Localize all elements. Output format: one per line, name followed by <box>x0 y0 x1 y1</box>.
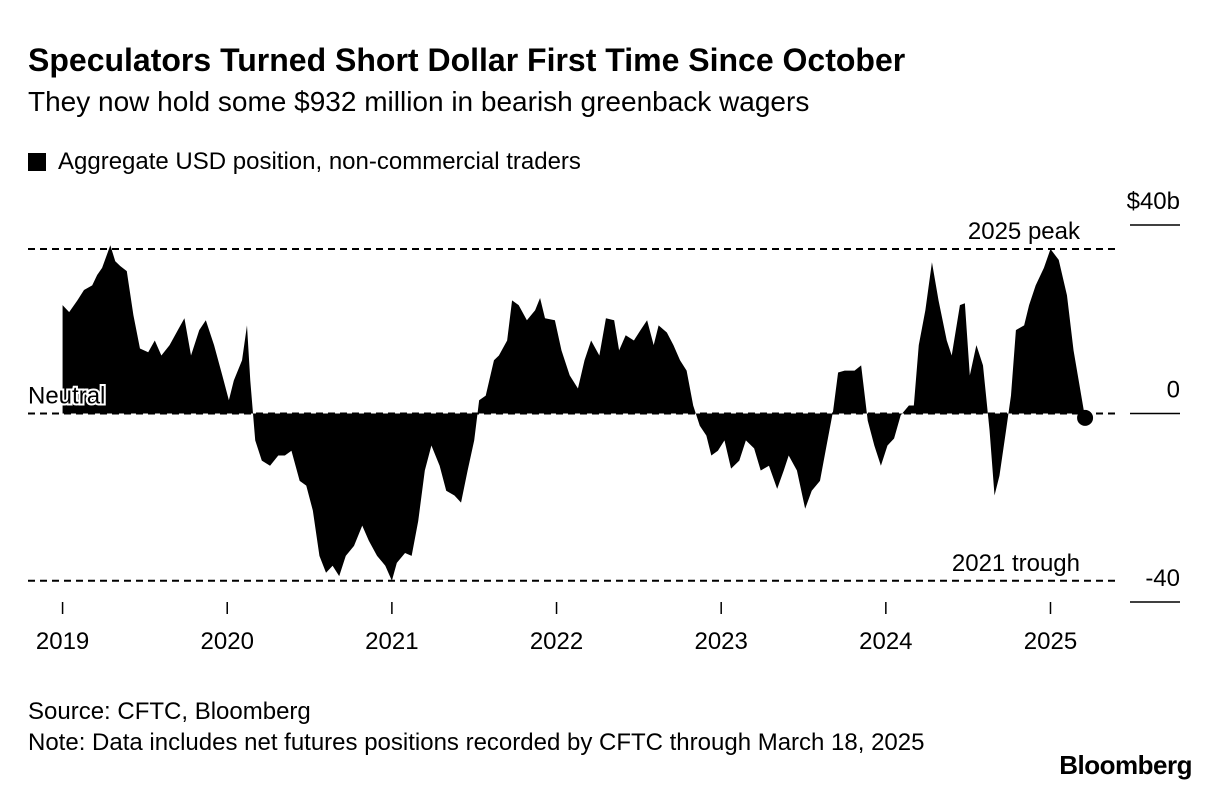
reference-label: Neutral <box>28 383 105 410</box>
legend-label: Aggregate USD position, non-commercial t… <box>58 148 581 175</box>
reference-label: 2021 trough <box>952 550 1080 577</box>
legend-swatch <box>28 153 46 171</box>
source: Source: CFTC, Bloomberg <box>28 698 311 725</box>
y-tick-label: $40b <box>1127 188 1180 215</box>
y-tick-label: -40 <box>1145 565 1180 592</box>
legend: Aggregate USD position, non-commercial t… <box>28 148 581 176</box>
x-tick-label: 2020 <box>201 628 254 655</box>
x-tick-label: 2024 <box>859 628 912 655</box>
y-tick-label: 0 <box>1167 377 1180 404</box>
note: Note: Data includes net futures position… <box>28 729 925 756</box>
x-tick-label: 2021 <box>365 628 418 655</box>
x-tick-label: 2019 <box>36 628 89 655</box>
chart-title: Speculators Turned Short Dollar First Ti… <box>28 42 906 78</box>
brand: Bloomberg <box>1059 750 1192 780</box>
x-tick-label: 2022 <box>530 628 583 655</box>
reference-label: 2025 peak <box>968 218 1081 245</box>
x-tick-label: 2023 <box>694 628 747 655</box>
end-dot <box>1077 409 1094 426</box>
x-tick-label: 2025 <box>1024 628 1077 655</box>
chart-subtitle: They now hold some $932 million in beari… <box>28 86 810 117</box>
